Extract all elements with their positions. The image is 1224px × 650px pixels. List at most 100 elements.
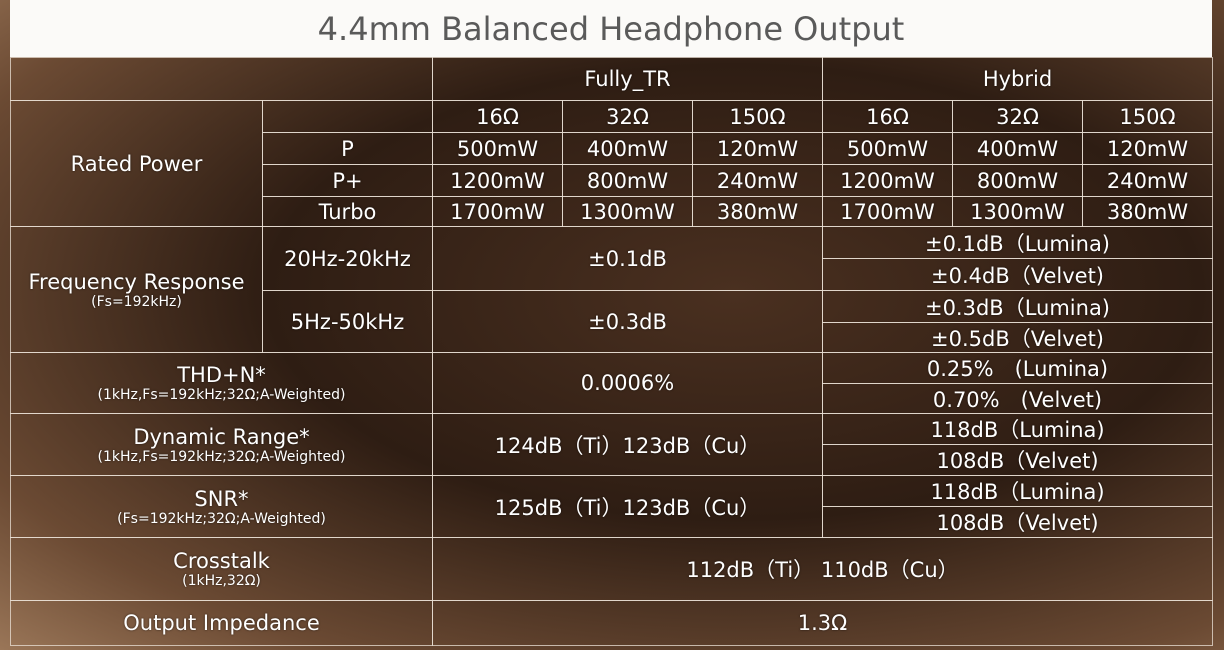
- empty-cell: [10, 57, 433, 101]
- cell-text: ±0.5dB（Velvet): [931, 326, 1104, 351]
- cell-text: Frequency Response: [28, 269, 245, 294]
- cell-text: 150Ω: [1119, 104, 1176, 129]
- cell-text: 1200mW: [840, 168, 935, 193]
- cell-text: ±0.4dB（Velvet): [931, 263, 1104, 288]
- cell-text: ±0.1dB（Lumina): [924, 231, 1111, 256]
- impedance-header: 32Ω: [952, 100, 1083, 133]
- spec-value: 112dB（Ti） 110dB（Cu）: [432, 537, 1213, 601]
- cell-text: 800mW: [976, 168, 1059, 193]
- cell-text: 16Ω: [476, 104, 519, 129]
- cell-text: Rated Power: [70, 151, 203, 176]
- hybrid-value: 118dB（Lumina): [822, 475, 1213, 507]
- mode-label: Turbo: [262, 196, 433, 227]
- row-label: SNR* (Fs=192kHz;32Ω;A-Weighted): [10, 475, 433, 538]
- spec-value: 1.3Ω: [432, 600, 1213, 646]
- cell-text: 400mW: [976, 136, 1059, 161]
- hybrid-value: ±0.5dB（Velvet): [822, 322, 1213, 353]
- range-label: 5Hz-50kHz: [262, 290, 433, 353]
- cell-text: 16Ω: [866, 104, 909, 129]
- cell-text: 20Hz-20kHz: [284, 246, 411, 271]
- cell-text: 32Ω: [996, 104, 1039, 129]
- cell-text: 240mW: [716, 168, 799, 193]
- power-value: 400mW: [562, 132, 693, 165]
- power-value: 120mW: [692, 132, 823, 165]
- impedance-header: 32Ω: [562, 100, 693, 133]
- empty-cell: [262, 100, 433, 133]
- cell-text: 1300mW: [970, 199, 1065, 224]
- cell-note: (1kHz,Fs=192kHz;32Ω;A-Weighted): [97, 448, 346, 465]
- cell-text: 108dB（Velvet): [936, 449, 1099, 473]
- cell-text: ±0.3dB: [588, 309, 667, 334]
- cell-text: Hybrid: [982, 67, 1053, 91]
- fully-tr-value: ±0.1dB: [432, 226, 823, 291]
- power-value: 1700mW: [432, 196, 563, 227]
- cell-text: 240mW: [1106, 168, 1189, 193]
- page-title: 4.4mm Balanced Headphone Output: [10, 0, 1212, 57]
- fully-tr-value: 0.0006%: [432, 352, 823, 414]
- cell-note: (1kHz,Fs=192kHz;32Ω;A-Weighted): [97, 387, 346, 403]
- cell-text: 1700mW: [450, 199, 545, 224]
- cell-text: Output Impedance: [123, 611, 320, 635]
- power-value: 400mW: [952, 132, 1083, 165]
- hybrid-value: 108dB（Velvet): [822, 506, 1213, 538]
- cell-text: P+: [332, 168, 363, 193]
- cell-text: SNR*: [194, 486, 249, 511]
- cell-text: 0.25% (Lumina): [926, 357, 1109, 381]
- hybrid-value: 118dB（Lumina): [822, 413, 1213, 445]
- fully-tr-value: ±0.3dB: [432, 290, 823, 353]
- cell-text: 108dB（Velvet): [936, 511, 1099, 535]
- cell-text: THD+N*: [177, 363, 266, 387]
- cell-text: 112dB（Ti） 110dB（Cu）: [686, 558, 959, 582]
- row-label: Dynamic Range* (1kHz,Fs=192kHz;32Ω;A-Weig…: [10, 413, 433, 476]
- cell-text: 124dB（Ti）123dB（Cu）: [494, 433, 761, 458]
- cell-text: Fully_TR: [584, 67, 671, 91]
- power-value: 1300mW: [562, 196, 693, 227]
- cell-text: 120mW: [716, 136, 799, 161]
- cell-text: 500mW: [846, 136, 929, 161]
- cell-text: ±0.3dB（Lumina): [924, 295, 1111, 320]
- fully-tr-value: 124dB（Ti）123dB（Cu）: [432, 413, 823, 476]
- cell-text: 400mW: [586, 136, 669, 161]
- hybrid-value: ±0.4dB（Velvet): [822, 258, 1213, 291]
- cell-note: (1kHz,32Ω): [182, 573, 261, 589]
- cell-text: ±0.1dB: [588, 246, 667, 271]
- mode-label: P+: [262, 164, 433, 197]
- cell-note: (Fs=192kHz): [91, 293, 182, 310]
- power-value: 1200mW: [432, 164, 563, 197]
- power-value: 500mW: [822, 132, 953, 165]
- hybrid-value: 108dB（Velvet): [822, 444, 1213, 476]
- fully-tr-value: 125dB（Ti）123dB（Cu）: [432, 475, 823, 538]
- power-value: 380mW: [692, 196, 823, 227]
- power-value: 1200mW: [822, 164, 953, 197]
- mode-label: P: [262, 132, 433, 165]
- cell-text: 120mW: [1106, 136, 1189, 161]
- hybrid-value: 0.70% (Velvet): [822, 383, 1213, 414]
- cell-text: 800mW: [586, 168, 669, 193]
- range-label: 20Hz-20kHz: [262, 226, 433, 291]
- cell-text: 32Ω: [606, 104, 649, 129]
- cell-text: 150Ω: [729, 104, 786, 129]
- cell-text: 380mW: [1106, 199, 1189, 224]
- cell-text: Dynamic Range*: [133, 424, 310, 449]
- cell-text: 1.3Ω: [797, 611, 848, 635]
- power-value: 800mW: [562, 164, 693, 197]
- hybrid-value: ±0.3dB（Lumina): [822, 290, 1213, 323]
- cell-text: 1300mW: [580, 199, 675, 224]
- cell-text: P: [341, 136, 354, 161]
- impedance-header: 16Ω: [432, 100, 563, 133]
- row-label: Rated Power: [10, 100, 263, 227]
- cell-note: (Fs=192kHz;32Ω;A-Weighted): [117, 510, 326, 527]
- cell-text: 1700mW: [840, 199, 935, 224]
- cell-text: 0.0006%: [580, 371, 675, 395]
- power-value: 1700mW: [822, 196, 953, 227]
- row-label: THD+N* (1kHz,Fs=192kHz;32Ω;A-Weighted): [10, 352, 433, 414]
- impedance-header: 150Ω: [692, 100, 823, 133]
- power-value: 240mW: [692, 164, 823, 197]
- cell-text: Turbo: [318, 199, 377, 224]
- row-label: Output Impedance: [10, 600, 433, 646]
- cell-text: 118dB（Lumina): [930, 418, 1105, 442]
- cell-text: Crosstalk: [173, 549, 270, 573]
- power-value: 1300mW: [952, 196, 1083, 227]
- group-header: Fully_TR: [432, 57, 823, 101]
- cell-text: 5Hz-50kHz: [290, 309, 405, 334]
